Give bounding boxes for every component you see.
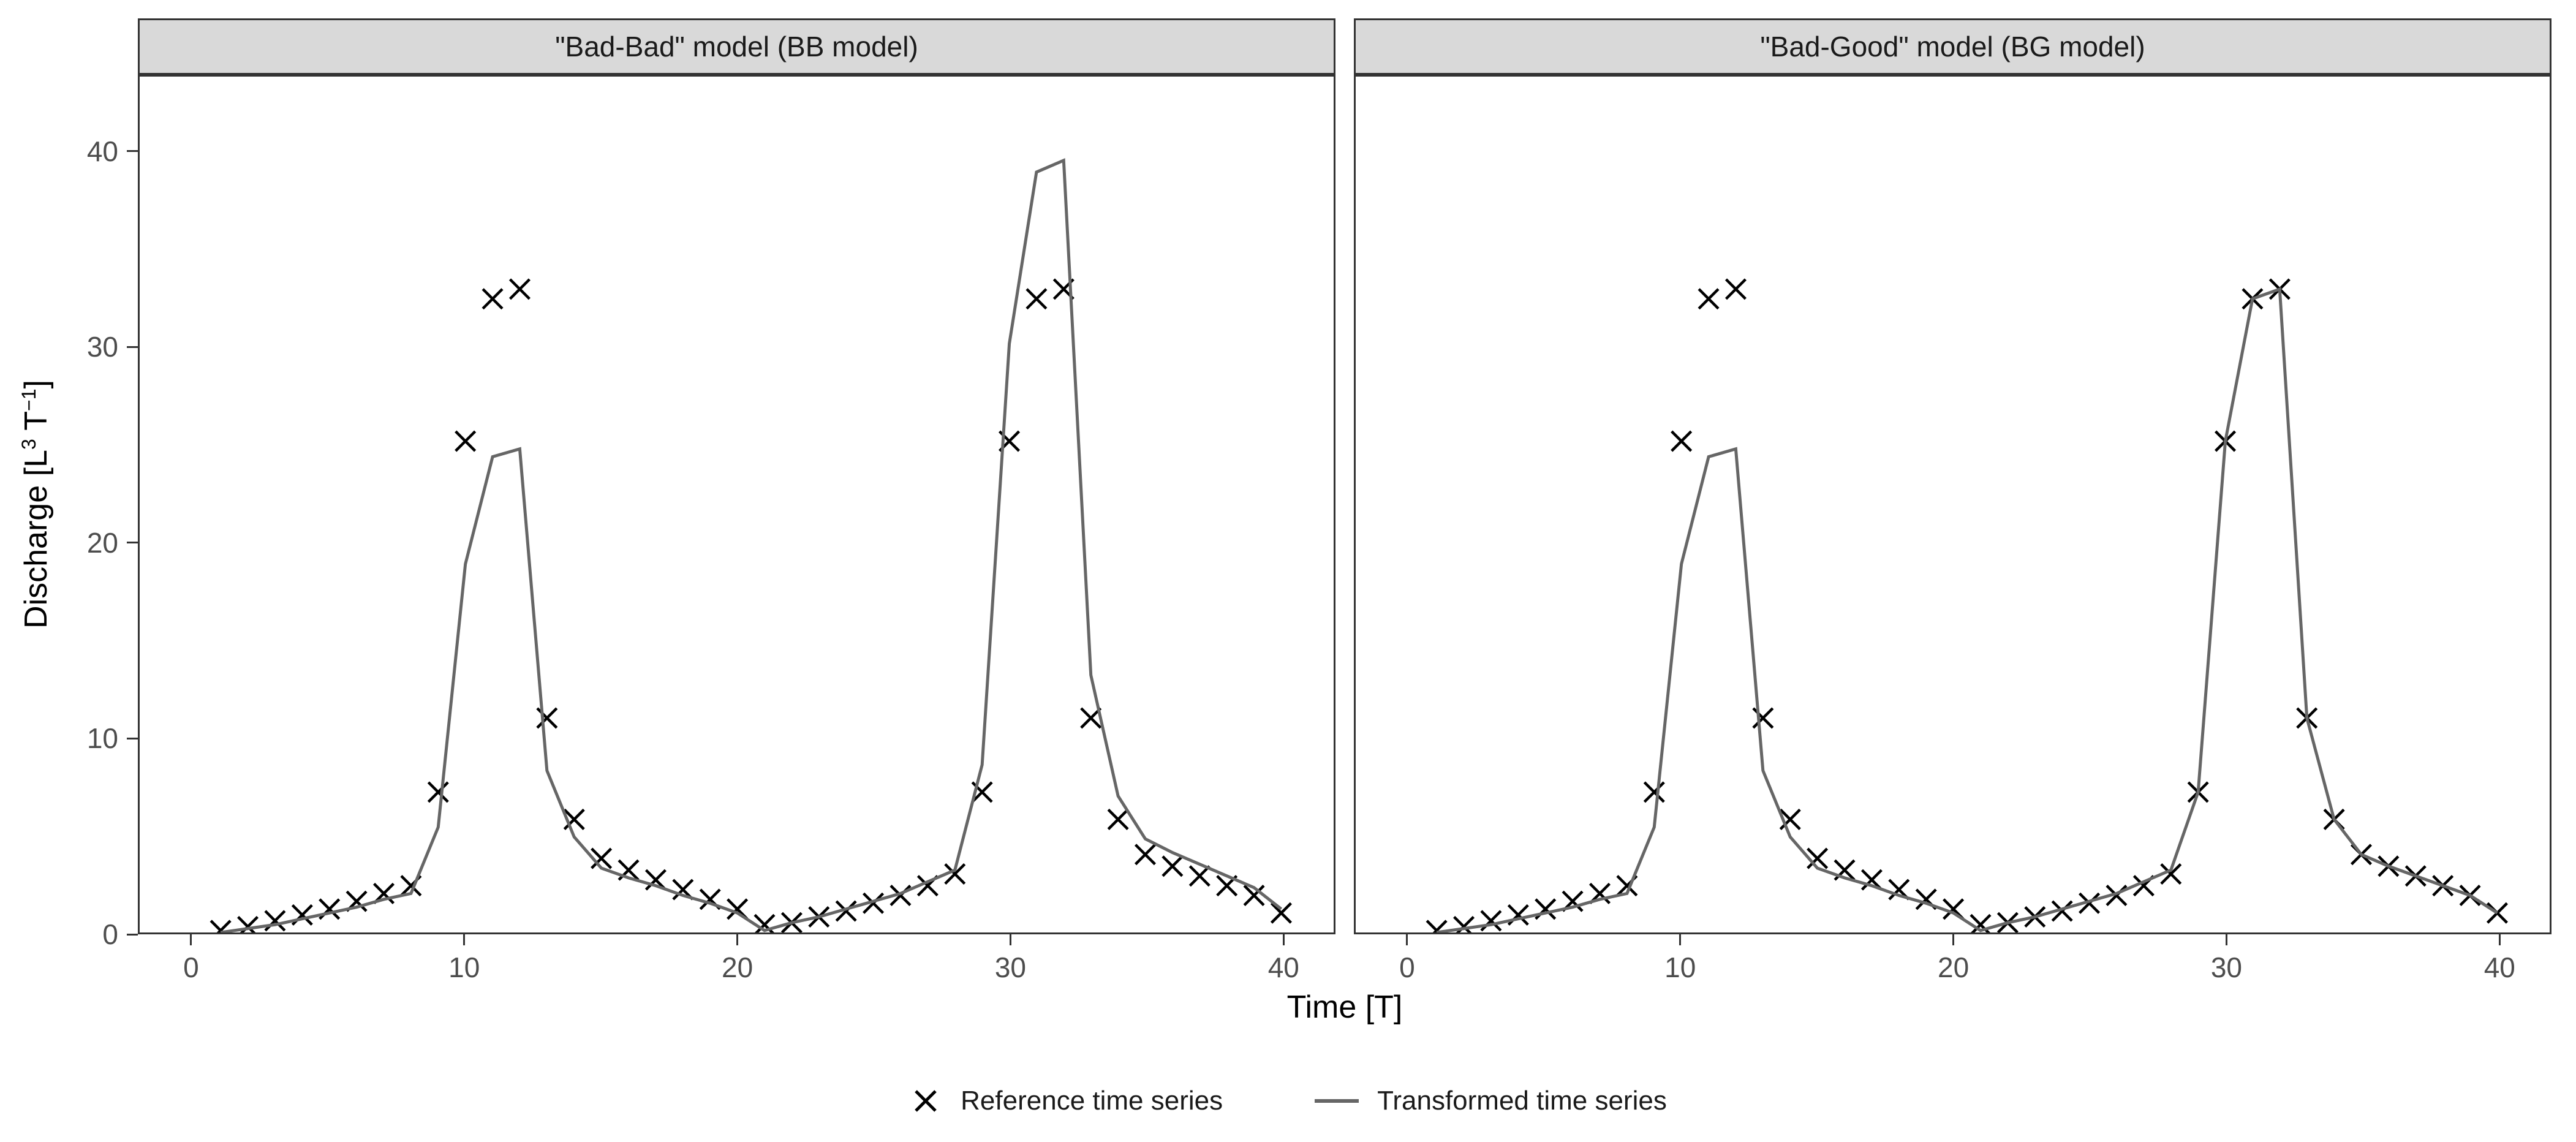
y-tick-mark [127,933,138,936]
legend: Reference time series Transformed time s… [0,1067,2576,1135]
y-tick-mark [127,737,138,739]
x-tick-mark [1406,934,1408,945]
x-data-marker [1025,288,1048,310]
x-data-marker [563,808,585,830]
x-data-marker [1698,288,1720,310]
facet-strip-bb-title: "Bad-Bad" model (BB model) [555,31,918,62]
x-tick-mark [1282,934,1285,945]
x-data-marker [1453,915,1475,932]
x-data-marker [644,869,667,891]
x-data-marker [1807,847,1829,869]
x-tick-label: 30 [2210,951,2243,983]
x-tick-mark [463,934,466,945]
y-title-exp-minus1: −1 [17,388,40,411]
legend-item-reference: Reference time series [909,1084,1223,1117]
x-data-marker [237,915,259,932]
x-tick-label: 20 [1938,951,1970,983]
y-tick-label: 20 [86,526,118,559]
x-data-marker [536,707,558,729]
x-tick-label: 10 [1664,951,1696,983]
x-tick-mark [2225,934,2227,945]
x-data-marker [1860,869,1883,891]
x-data-marker [835,900,857,922]
x-tick-label: 0 [1399,951,1415,983]
x-data-marker [264,910,286,932]
x-data-marker [591,847,613,869]
x-tick-mark [190,934,192,945]
x-data-marker [2160,863,2182,885]
x-tick-label: 20 [722,951,754,983]
y-tick-mark [127,150,138,153]
x-data-marker [2051,900,2073,922]
reference-series-markers [210,278,1292,932]
x-data-marker [2079,892,2101,914]
x-data-marker [1243,885,1265,907]
y-tick-mark [127,346,138,348]
transformed-series-line [220,158,1283,932]
x-tick-label: 40 [2483,951,2515,983]
x-data-marker [2486,902,2508,924]
facet-strip-bg-title: "Bad-Good" model (BG model) [1760,31,2145,62]
x-tick-mark [1009,934,1011,945]
x-axis-title: Time [T] [1286,989,1403,1025]
x-data-marker [1161,855,1184,877]
legend-item-transformed: Transformed time series [1315,1087,1667,1114]
y-tick-label: 30 [86,331,118,363]
x-tick-mark [736,934,739,945]
transformed-series-line [1436,287,2498,932]
facet-strip-bb: "Bad-Bad" model (BB model) [138,18,1335,75]
x-data-marker [1671,430,1693,452]
x-tick-mark [2498,934,2501,945]
x-data-marker [1643,781,1665,803]
y-title-text: Discharge [L [18,450,55,629]
x-data-marker [754,913,776,932]
x-data-marker [1188,865,1211,887]
legend-label-reference: Reference time series [961,1086,1223,1116]
x-tick-label: 0 [183,951,199,983]
x-data-marker [2106,885,2128,907]
x-data-marker [1752,707,1774,729]
panel-plot-1 [1354,75,2551,934]
x-data-marker [455,430,477,452]
facet-strip-bg: "Bad-Good" model (BG model) [1354,18,2551,75]
x-data-marker [1107,808,1129,830]
x-tick-mark [1952,934,1955,945]
x-data-marker [1480,910,1502,932]
y-tick-label: 0 [102,918,118,950]
y-title-text: T [18,410,55,439]
y-tick-label: 10 [86,722,118,755]
y-axis-title: Discharge [L3 T−1] [17,380,55,629]
x-data-marker [863,892,885,914]
x-data-marker [482,288,504,310]
panel-plot-0 [138,75,1335,934]
reference-series-markers [1426,278,2508,932]
x-data-marker [1134,844,1157,866]
x-tick-label: 30 [994,951,1027,983]
x-data-marker [1970,913,1992,932]
x-data-marker [427,781,449,803]
x-data-marker [1426,920,1448,932]
y-title-text: ] [18,380,55,389]
line-swatch-icon [1315,1099,1359,1103]
x-data-marker [1080,707,1102,729]
x-data-marker [1270,902,1292,924]
x-data-marker [210,920,232,932]
x-tick-label: 40 [1267,951,1299,983]
x-data-marker [1779,808,1801,830]
y-tick-label: 40 [86,135,118,167]
legend-label-transformed: Transformed time series [1377,1086,1667,1116]
y-tick-mark [127,542,138,544]
x-tick-label: 10 [448,951,480,983]
x-tick-mark [1679,934,1682,945]
x-data-marker [508,278,531,300]
x-data-marker [1724,278,1747,300]
x-marker-icon [915,1090,937,1112]
x-data-marker [890,885,912,907]
y-title-exp-cubed: 3 [17,439,40,450]
x-data-marker [944,863,966,885]
